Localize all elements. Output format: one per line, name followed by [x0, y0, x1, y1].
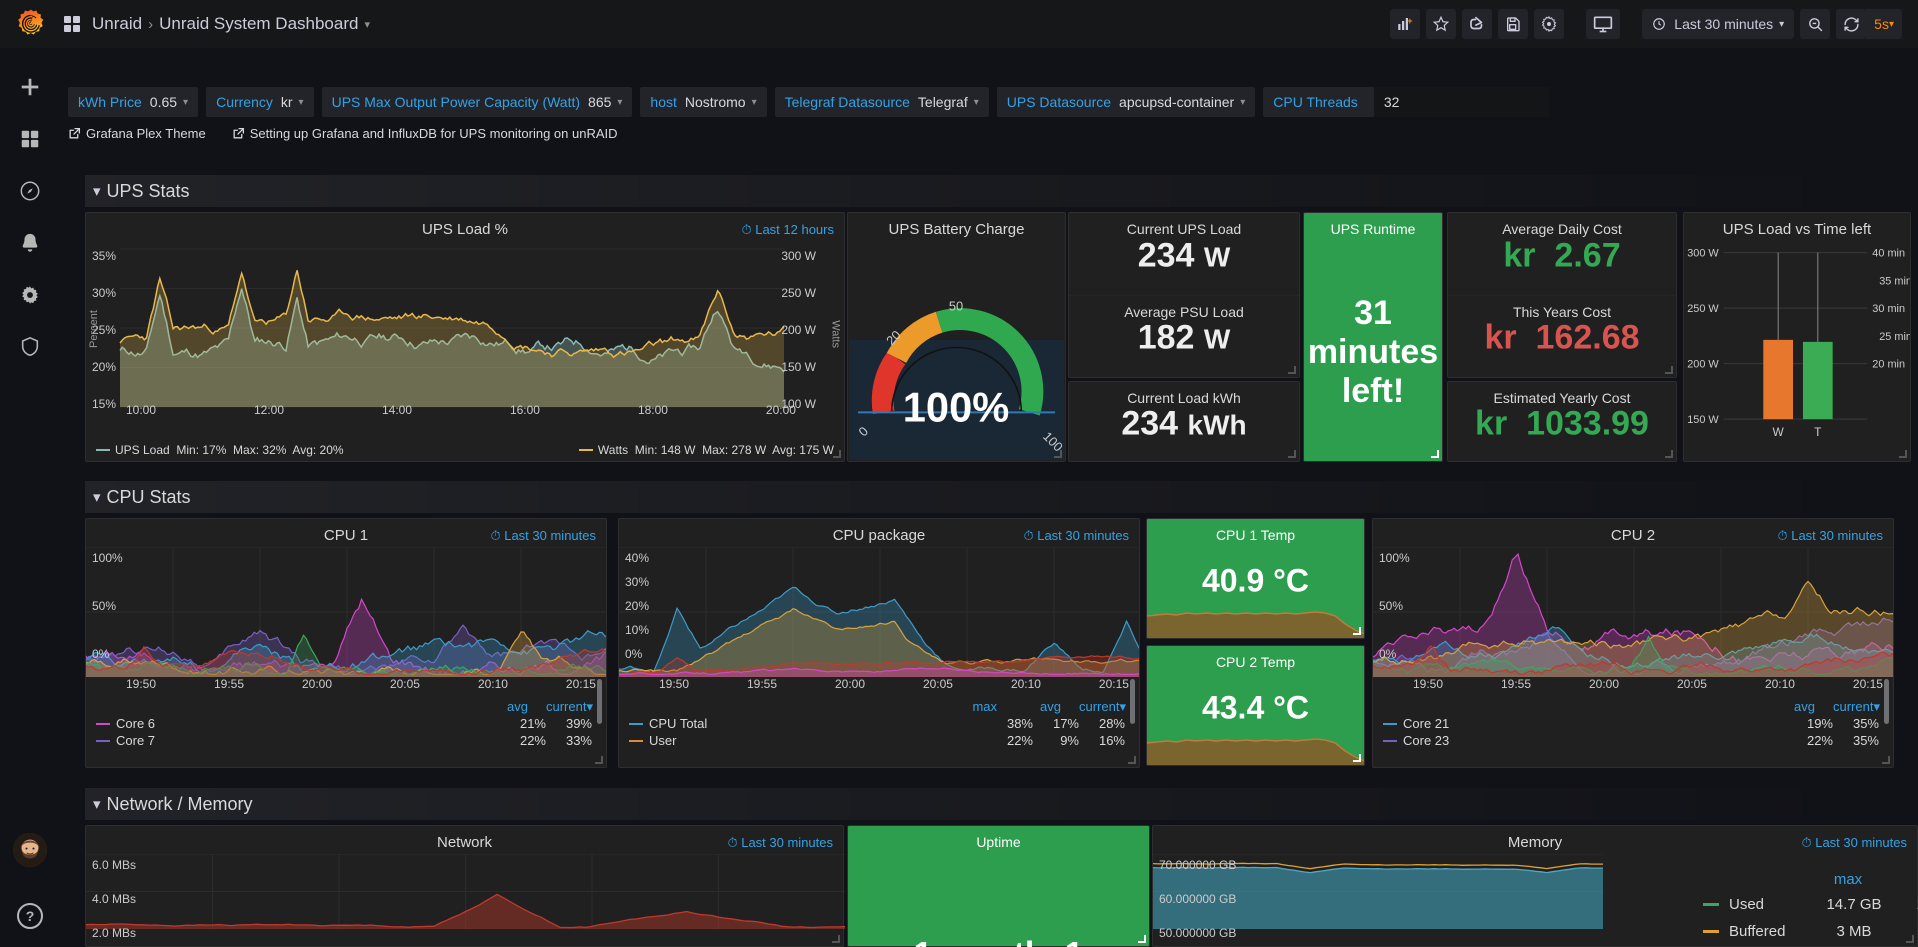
- svg-text:25 min: 25 min: [1879, 331, 1910, 343]
- svg-text:T: T: [1814, 425, 1821, 439]
- svg-text:W: W: [1773, 425, 1785, 439]
- svg-text:300 W: 300 W: [1687, 248, 1719, 260]
- svg-text:30 min: 30 min: [1872, 303, 1905, 315]
- svg-text:+: +: [1408, 16, 1413, 26]
- svg-text:100%: 100%: [903, 383, 1009, 430]
- svg-text:0: 0: [855, 424, 871, 440]
- svg-text:20 min: 20 min: [1872, 359, 1905, 371]
- svg-text:35 min: 35 min: [1879, 275, 1910, 287]
- svg-text:50: 50: [949, 298, 963, 313]
- svg-text:150 W: 150 W: [1687, 414, 1719, 426]
- svg-text:200 W: 200 W: [1687, 359, 1719, 371]
- svg-text:40 min: 40 min: [1872, 248, 1905, 260]
- svg-text:250 W: 250 W: [1687, 303, 1719, 315]
